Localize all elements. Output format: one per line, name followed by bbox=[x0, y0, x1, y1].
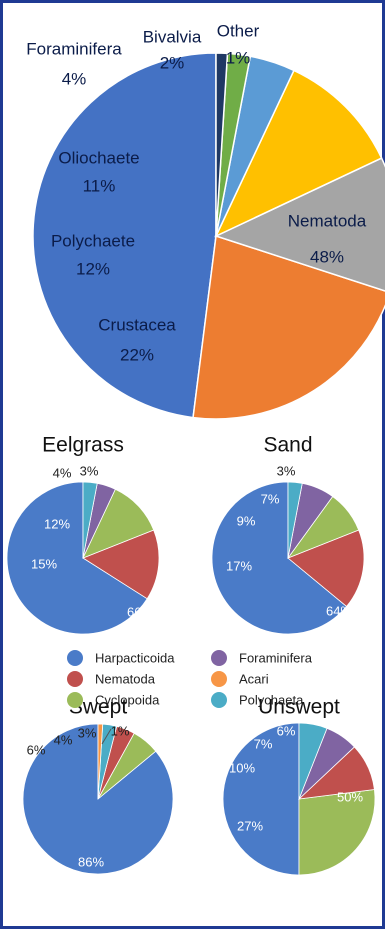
slice-category-label: Crustacea bbox=[98, 316, 176, 335]
pie-slice-oliochaete bbox=[214, 69, 383, 238]
legend-label: Foraminifera bbox=[239, 651, 313, 666]
slice-value-label: 22% bbox=[120, 346, 154, 365]
legend-label: Harpacticoida bbox=[95, 651, 175, 666]
slice-value-label: 3% bbox=[78, 726, 97, 741]
slice-value-label: 12% bbox=[76, 260, 110, 279]
pie-slice-polychaeta bbox=[298, 722, 328, 800]
slice-value-label: 4% bbox=[54, 733, 73, 748]
legend-label: Polychaeta bbox=[239, 693, 304, 708]
slice-value-label: 6% bbox=[27, 743, 46, 758]
slice-value-label: 4% bbox=[53, 466, 72, 481]
slice-value-label: 1% bbox=[111, 724, 130, 739]
slice-value-label: 4% bbox=[62, 70, 87, 89]
slice-value-label: 48% bbox=[310, 248, 344, 267]
pie-chart-2 bbox=[6, 481, 160, 635]
pie-slice-nematoda bbox=[82, 529, 160, 600]
legend-swatch bbox=[211, 671, 227, 687]
slice-category-label: Foraminifera bbox=[26, 40, 122, 59]
legend-swatch bbox=[211, 692, 227, 708]
pie-slice-polychaete bbox=[213, 157, 385, 292]
slice-value-label: 86% bbox=[78, 855, 104, 870]
slice-value-label: 9% bbox=[237, 514, 256, 529]
slice-value-label: 7% bbox=[254, 737, 273, 752]
leader-line bbox=[101, 728, 112, 745]
pie-slice-polychaeta bbox=[287, 481, 303, 559]
slice-value-label: 1% bbox=[226, 49, 251, 68]
pie-slice-nematoda bbox=[287, 529, 365, 608]
slice-value-label: 7% bbox=[261, 492, 280, 507]
slice-value-label: 11% bbox=[83, 177, 116, 196]
slice-value-label: 66% bbox=[127, 605, 153, 620]
pie-slice-harpacticoida bbox=[222, 722, 300, 876]
pie-title: Unswept bbox=[258, 696, 340, 719]
pie-chart-5 bbox=[222, 722, 376, 876]
pie-title: Sand bbox=[263, 434, 312, 457]
pie-slice-harpacticoida bbox=[6, 481, 148, 635]
slice-value-label: 64% bbox=[326, 604, 352, 619]
slice-value-label: 6% bbox=[277, 724, 296, 739]
legend-swatch bbox=[211, 650, 227, 666]
slice-category-label: Polychaete bbox=[51, 232, 135, 251]
pie-chart-3 bbox=[211, 481, 365, 635]
pie-title: Eelgrass bbox=[42, 434, 124, 457]
pie-slice-other bbox=[215, 52, 229, 237]
pie-chart-1 bbox=[32, 52, 385, 420]
slice-value-label: 12% bbox=[44, 517, 70, 532]
legend-label: Nematoda bbox=[95, 672, 156, 687]
pie-chart-4 bbox=[22, 723, 174, 875]
legend-label: Cyclopoida bbox=[95, 693, 160, 708]
slice-category-label: Other bbox=[217, 22, 260, 41]
slice-value-label: 27% bbox=[237, 819, 263, 834]
slice-value-label: 3% bbox=[277, 464, 296, 479]
slice-category-label: Bivalvia bbox=[143, 28, 202, 47]
slice-value-label: 10% bbox=[229, 761, 255, 776]
pie-slice-crustacea bbox=[192, 235, 385, 420]
pie-slice-harpacticoida bbox=[211, 481, 348, 635]
pie-title: Swept bbox=[69, 696, 128, 719]
slice-category-label: Nematoda bbox=[288, 212, 367, 231]
slice-value-label: 3% bbox=[80, 464, 99, 479]
pie-slice-nematoda bbox=[32, 52, 217, 419]
slice-category-label: Oliochaete bbox=[58, 149, 139, 168]
legend-label: Acari bbox=[239, 672, 269, 687]
legend-swatch bbox=[67, 692, 83, 708]
pie-slice-polychaeta bbox=[82, 481, 98, 559]
slice-value-label: 17% bbox=[226, 559, 252, 574]
slice-value-label: 50% bbox=[337, 790, 363, 805]
legend-swatch bbox=[67, 650, 83, 666]
pie-slice-cyclopoida bbox=[298, 789, 376, 876]
slice-value-label: 15% bbox=[31, 557, 57, 572]
legend-swatch bbox=[67, 671, 83, 687]
slice-value-label: 2% bbox=[160, 54, 185, 73]
pie-slice-acari bbox=[97, 723, 104, 800]
